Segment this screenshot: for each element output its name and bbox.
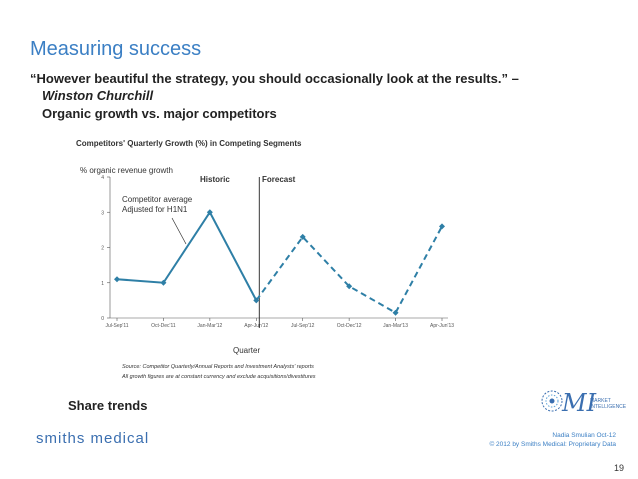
annotation-line-1: Competitor average bbox=[122, 195, 193, 204]
chart-source: Source: Competitor Quarterly/Annual Repo… bbox=[122, 362, 316, 382]
chart-x-axis-label: Quarter bbox=[233, 346, 261, 355]
data-point bbox=[206, 209, 213, 216]
region-label-historic: Historic bbox=[200, 175, 230, 184]
annotation-line-2: Adjusted for H1N1 bbox=[122, 205, 188, 214]
quote-text: “However beautiful the strategy, you sho… bbox=[30, 71, 519, 86]
logo-subtext-line-2: INTELLIGENCE bbox=[590, 404, 627, 410]
chart-annotation: Competitor average Adjusted for H1N1 bbox=[122, 195, 192, 215]
x-tick-label: Oct-Dec'11 bbox=[151, 323, 176, 329]
logo-subtext: MARKET INTELLIGENCE bbox=[590, 398, 626, 410]
data-point bbox=[253, 297, 260, 304]
y-tick-label: 4 bbox=[101, 175, 104, 181]
y-tick-label: 1 bbox=[101, 281, 104, 287]
x-tick-label: Jan-Mar'13 bbox=[383, 323, 408, 329]
footer-copyright: © 2012 by Smiths Medical: Proprietary Da… bbox=[489, 441, 616, 448]
smiths-medical-logo: smiths medical bbox=[36, 430, 150, 447]
chart-axes: 0 1 2 3 4 Jul-Sep'11 Oct-Dec'11 Jan-Mar'12 Apr-J… bbox=[101, 175, 454, 329]
source-line-1: Source: Competitor Quarterly/Annual Repo… bbox=[122, 364, 314, 370]
data-point bbox=[392, 309, 399, 316]
data-point bbox=[160, 279, 167, 286]
quote-author: Winston Churchill bbox=[42, 88, 154, 103]
annotation-pointer-line bbox=[171, 217, 187, 245]
x-tick-label: Apr-Jun'12 bbox=[244, 323, 268, 329]
chart-y-axis-label: % organic revenue growth bbox=[80, 166, 173, 175]
data-point bbox=[114, 276, 120, 283]
x-tick-label: Oct-Dec'12 bbox=[337, 323, 362, 329]
source-line-2: All growth figures are at constant curre… bbox=[122, 374, 316, 380]
series-line-historic bbox=[116, 210, 258, 301]
share-trends-heading: Share trends bbox=[68, 398, 148, 413]
region-label-forecast: Forecast bbox=[262, 175, 296, 184]
y-tick-label: 0 bbox=[101, 316, 104, 322]
data-point bbox=[439, 223, 445, 230]
page-number: 19 bbox=[613, 463, 624, 473]
x-tick-label: Apr-Jun'13 bbox=[430, 323, 454, 329]
quote: “However beautiful the strategy, you sho… bbox=[30, 70, 620, 104]
slide-title: Measuring success bbox=[30, 38, 202, 60]
logo-subtext-line-1: MARKET bbox=[590, 398, 611, 404]
x-tick-label: Jan-Mar'12 bbox=[197, 323, 222, 329]
slide-subtitle: Organic growth vs. major competitors bbox=[42, 106, 277, 121]
y-tick-label: 2 bbox=[101, 246, 104, 252]
footer-author: Nadia Smulian Oct-12 bbox=[552, 432, 616, 439]
series-line-forecast bbox=[255, 225, 443, 315]
data-point bbox=[346, 283, 353, 290]
data-point bbox=[299, 233, 306, 240]
x-tick-label: Jul-Sep'12 bbox=[291, 323, 315, 329]
y-tick-label: 3 bbox=[101, 210, 104, 216]
x-tick-label: Jul-Sep'11 bbox=[105, 323, 128, 329]
chart-marks bbox=[114, 209, 445, 316]
market-intelligence-logo: MI bbox=[541, 389, 597, 417]
logo-mi-text: MI bbox=[561, 389, 597, 417]
chart-title: Competitors' Quarterly Growth (%) in Com… bbox=[76, 139, 302, 148]
